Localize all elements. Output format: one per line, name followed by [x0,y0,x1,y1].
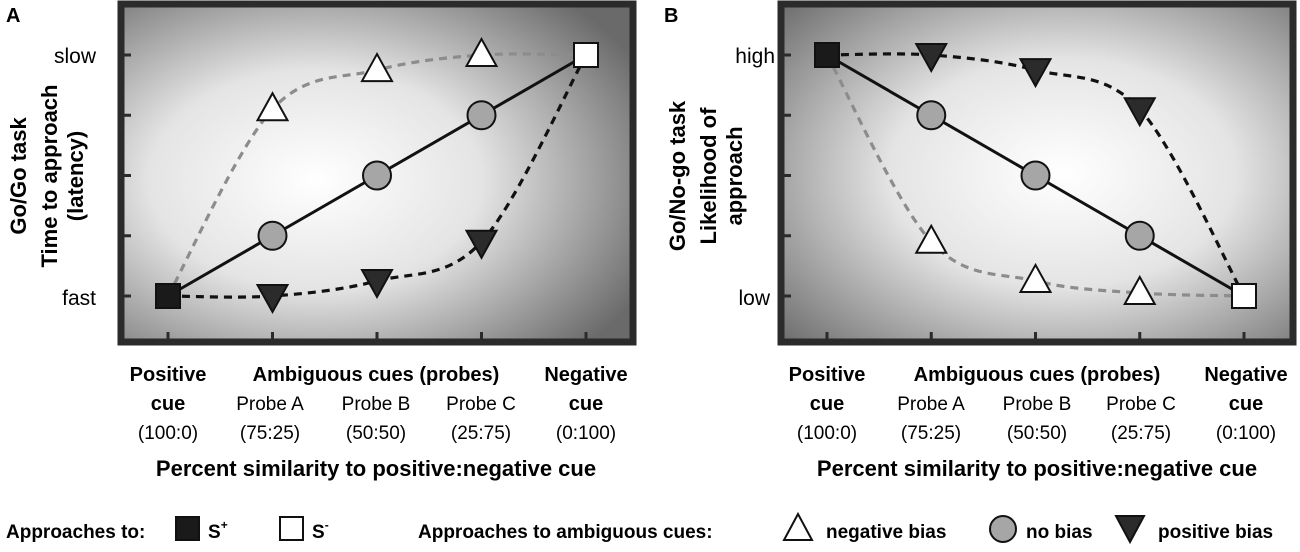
legend-s-plus-square-icon [175,516,200,541]
point-positive-bias-a-2 [360,268,394,299]
x-ratio-3-a: (50:50) [346,423,406,444]
x-heading-negative-line1-b: Negative [1204,364,1287,386]
y-tick-top-a: slow [54,45,97,68]
x-axis-title-a: Percent similarity to positive:negative … [156,456,596,481]
y-tick-bottom-a: fast [62,287,96,310]
legend: Approaches to: S+ S- Approaches to ambig… [6,511,1273,545]
point-positive-bias-a-1 [255,284,290,315]
x-ratio-1-a: (100:0) [138,423,198,444]
x-heading-negative-line1-a: Negative [544,364,627,386]
endpoint-s-plus-b [814,42,840,68]
x-ratio-4-b: (25:75) [1111,423,1171,444]
x-axis-title-b: Percent similarity to positive:negative … [817,456,1257,481]
endpoint-s-minus-b [1231,283,1257,309]
x-heading-positive-line2-b: cue [810,393,844,415]
x-ratio-2-b: (75:25) [901,423,961,444]
tick-marks-b [781,53,1246,342]
point-positive-bias-b-3 [1123,97,1157,128]
x-category-probe-b-a: Probe B [342,394,411,415]
legend-triangle-down-icon [1114,515,1146,545]
panel-letter-a: A [6,5,20,27]
x-category-probe-a-a: Probe A [236,394,304,415]
legend-negative-bias-label: negative bias [826,522,946,543]
point-negative-bias-b-1 [914,223,948,254]
point-no-bias-a-3 [466,100,497,131]
y-label-measure-line1-b: Likelihood of [696,107,721,245]
y-tick-top-b: high [735,45,775,68]
legend-circle-icon [989,515,1017,543]
legend-approaches-to-label: Approaches to: [6,522,145,543]
y-tick-bottom-b: low [738,287,770,310]
series-line-negative-bias-a [166,52,587,297]
panel-letter-b: B [664,5,678,27]
x-ratio-3-b: (50:50) [1007,423,1067,444]
tick-marks-a [121,53,588,342]
point-no-bias-b-2 [1020,160,1051,191]
point-negative-bias-b-2 [1018,262,1053,293]
legend-positive-bias-label: positive bias [1158,522,1273,543]
x-ratio-4-a: (25:75) [451,423,511,444]
endpoint-s-plus-a [155,283,181,309]
legend-no-bias-label: no bias [1026,522,1093,543]
x-category-probe-c-b: Probe C [1106,394,1176,415]
panel-b: B Go/No-go task Likelihood of approach h… [664,0,1297,481]
point-no-bias-b-1 [916,100,947,131]
x-heading-positive-line1-a: Positive [130,364,207,386]
point-negative-bias-b-3 [1123,274,1157,305]
point-no-bias-a-2 [362,160,392,191]
point-negative-bias-a-1 [255,91,290,122]
series-line-negative-bias-b [825,54,1245,298]
y-label-measure-line2-b: approach [722,126,747,225]
panel-a: A Go/Go task Time to approach (latency) … [6,0,637,481]
x-heading-ambiguous-a: Ambiguous cues (probes) [253,364,500,386]
endpoint-s-minus-a [573,42,599,68]
legend-triangle-up-icon [782,511,814,541]
point-negative-bias-a-2 [360,52,394,83]
y-label-measure-line2-a: (latency) [63,131,88,221]
series-line-positive-bias-a [167,54,588,299]
x-heading-ambiguous-b: Ambiguous cues (probes) [914,364,1161,386]
x-category-probe-b-b: Probe B [1003,394,1072,415]
y-label-task-b: Go/No-go task [665,100,690,251]
legend-s-minus-square-icon [279,516,304,541]
legend-s-plus-label: S+ [208,518,228,543]
point-positive-bias-b-1 [914,43,948,74]
point-negative-bias-a-3 [464,36,499,67]
x-category-probe-a-b: Probe A [897,394,965,415]
markers-b [814,42,1257,309]
x-heading-positive-line2-a: cue [151,393,185,415]
markers-a [155,36,599,315]
point-positive-bias-a-3 [464,229,499,260]
x-ratio-5-b: (0:100) [1216,423,1276,444]
x-heading-positive-line1-b: Positive [789,364,866,386]
y-label-measure-line1-a: Time to approach [37,85,62,268]
x-ratio-5-a: (0:100) [556,423,616,444]
point-no-bias-b-3 [1124,220,1155,251]
x-ratio-1-b: (100:0) [797,423,857,444]
x-heading-negative-line2-a: cue [569,393,603,415]
x-category-probe-c-a: Probe C [446,394,516,415]
y-label-task-a: Go/Go task [6,117,31,235]
legend-ambiguous-heading: Approaches to ambiguous cues: [418,522,713,543]
point-no-bias-a-1 [257,220,288,251]
x-heading-negative-line2-b: cue [1229,393,1263,415]
legend-s-minus-label: S- [312,518,329,543]
x-ratio-2-a: (75:25) [240,423,300,444]
point-positive-bias-b-2 [1018,58,1053,89]
